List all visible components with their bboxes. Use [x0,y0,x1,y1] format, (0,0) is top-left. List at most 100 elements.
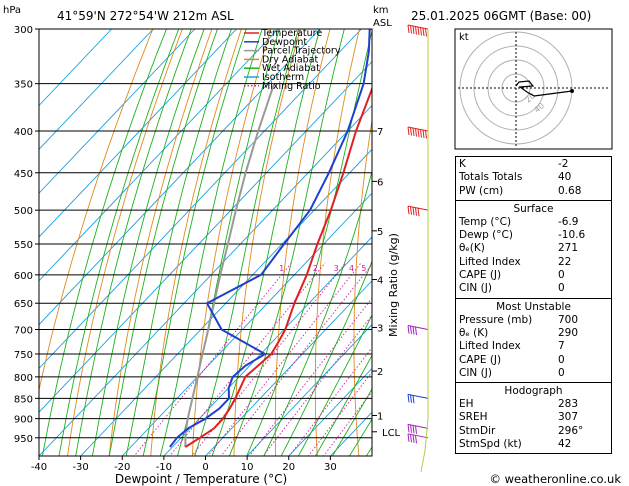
wind-barb-flag [415,26,417,35]
wet-adiabat-line [314,354,372,456]
wind-barb-flag [407,394,410,403]
wind-barb-staff [407,393,429,399]
pressure-tick-label: 700 [14,326,33,337]
legend-label: Dry Adiabat [262,54,319,65]
wind-barb-flag [420,27,422,36]
wind-barb-flag [415,425,417,434]
wind-barb-flag [417,208,420,217]
isotherm-line [121,192,372,456]
temperature-tick-label: 10 [241,462,254,473]
km-tick-label: 4 [377,276,383,287]
legend-item: Parcel Trajectory [244,46,341,57]
hodograph-storm-vector [533,90,573,97]
wind-barb-flag [412,326,415,335]
dry-adiabat-line [39,29,154,393]
temperature-tick-label: 0 [202,462,208,473]
datetime-title: 25.01.2025 06GMT (Base: 00) [411,9,591,23]
wind-barb-flag [410,325,412,335]
mixing-ratio-line [288,346,372,456]
surface-row: CAPE (J) 0 [459,269,565,282]
wind-barb [407,126,429,139]
wet-adiabat-line [142,29,247,456]
mixing-ratio-line [220,263,372,456]
wet-adiabat-line [159,29,263,456]
mixing-ratio-line [191,262,347,456]
pressure-tick-label: 600 [14,271,33,282]
mixing-ratio-line [169,262,326,456]
wind-barb-flag [407,126,410,136]
isotherm-line [39,29,154,150]
wet-adiabat-line [211,29,321,456]
mixing-ratio-axis-label: Mixing Ratio (g/kg) [387,233,400,337]
wet-adiabat-line [91,29,205,456]
wet-adiabat-line [246,29,372,456]
pressure-tick-label: 650 [14,299,33,310]
wind-barb-flag [412,425,415,434]
dry-adiabat-line [625,29,629,473]
mixing-ratio-lines [133,262,372,456]
wind-barb-flag [422,27,425,37]
dry-adiabat-line [233,29,301,456]
wind-barb [407,325,429,336]
legend-item: Isotherm [244,72,304,83]
dry-adiabat-line [428,29,448,473]
wind-barb-flag [412,207,415,216]
most-unstable-title: Most Unstable [496,300,571,313]
pressure-tick-label: 400 [14,127,33,138]
asl-label: ASL [373,18,392,29]
wind-barb [407,393,429,404]
mu-row: CIN (J) 0 [459,366,565,379]
legend-label: Wet Adiabat [262,63,320,74]
wind-barb-flag [407,24,410,34]
dry-adiabat-line [353,117,372,456]
wind-barb-staff [407,433,429,439]
wind-barb [407,423,429,434]
mixing-ratio-line [133,262,292,456]
isotherm-line [205,280,372,456]
pressure-tick-label: 850 [14,394,33,405]
wet-adiabat-line [58,29,180,456]
lcl-label: LCL [382,428,401,439]
dry-adiabat-line [108,29,213,456]
legend-item: Temperature [244,28,322,39]
pressure-axis: 300 350 400 450 500 550 600 650 700 750 800 850 900 9… [14,25,39,445]
legend-item: Wet Adiabat [244,63,320,74]
mixing-ratio-label: 3 [334,264,339,273]
wind-barb-flag [415,207,417,216]
dewpoint-line [169,29,371,448]
isotherm-line [246,323,372,456]
wind-barb-flag [410,206,412,215]
pressure-tick-label: 500 [14,206,33,217]
wet-adiabat-line [331,388,372,456]
wet-adiabat-line [348,418,372,456]
km-tick-label: 7 [377,127,383,138]
dry-adiabat-line [274,29,331,456]
surface-row: Lifted Index 22 [459,255,572,268]
wind-barb-flag [410,434,412,443]
legend-label: Mixing Ratio [262,81,321,92]
mu-row: CAPE (J) 0 [459,353,565,366]
pressure-tick-label: 550 [14,240,33,251]
isotherm-line [39,29,279,282]
temperature-tick-label: 20 [282,462,295,473]
km-axis: 7 6 5 4 3 2 1 LCL [372,127,401,439]
isotherm-line [39,29,196,194]
legend-item: Dewpoint [244,37,307,48]
wind-barb-flag [410,394,412,403]
km-tick-label: 6 [377,177,383,188]
pressure-tick-label: 950 [14,434,33,445]
dry-adiabat-line [150,29,242,456]
temperature-tick-label: -40 [31,462,47,473]
wind-barb [407,24,429,37]
surface-title: Surface [513,202,554,215]
index-row-totals: Totals Totals 40 [459,171,572,184]
dry-adiabat-lines [39,29,629,473]
dry-adiabat-line [67,29,183,456]
legend-item: Mixing Ratio [244,81,321,92]
wet-adiabat-line [108,29,218,456]
hodo-row: StmSpd (kt) 42 [459,438,572,451]
temperature-tick-label: -30 [72,462,88,473]
